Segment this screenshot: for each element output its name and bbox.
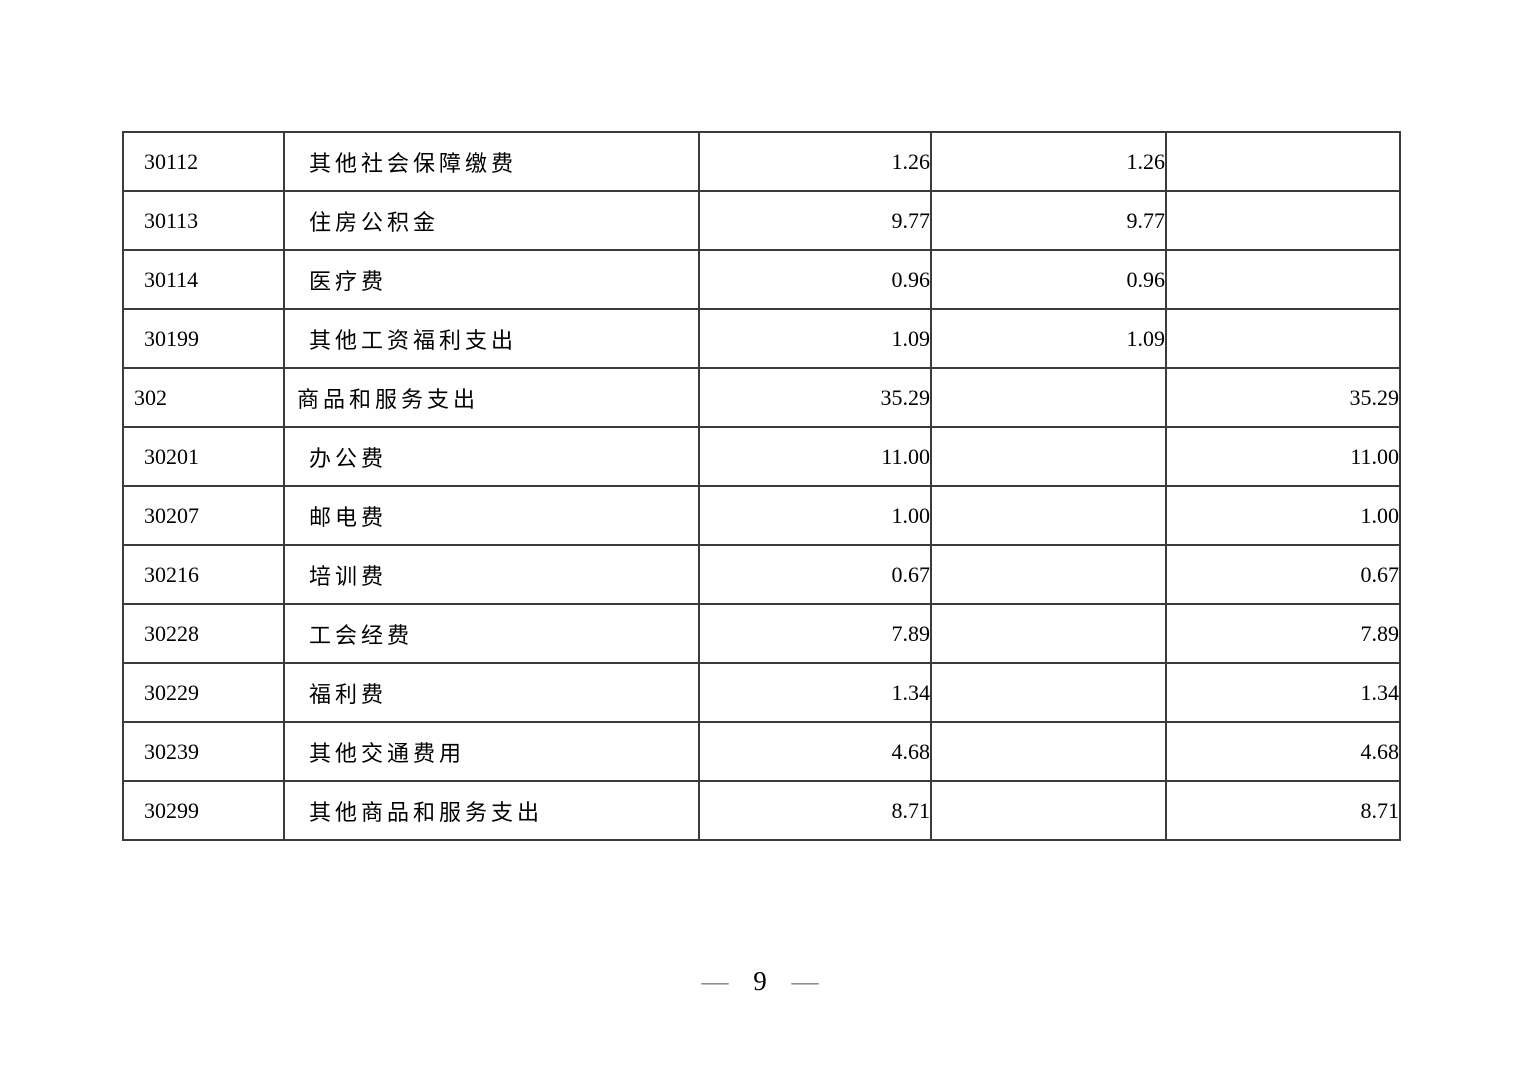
code-cell: 30201 [122, 426, 285, 487]
value-cell: 1.09 [930, 308, 1167, 369]
value-cell [1165, 249, 1401, 310]
value-cell [930, 426, 1167, 487]
value-cell [930, 603, 1167, 664]
footer-page-number: 9 [753, 966, 767, 996]
table-row: 30216 培训费 0.67 0.67 [122, 544, 1401, 605]
value-cell: 4.68 [698, 721, 932, 782]
footer-left-dash: — [701, 966, 729, 996]
code-cell: 30299 [122, 780, 285, 841]
value-cell [930, 544, 1167, 605]
table-row: 30207 邮电费 1.00 1.00 [122, 485, 1401, 546]
name-cell: 其他社会保障缴费 [283, 131, 700, 192]
value-cell [930, 367, 1167, 428]
value-cell: 0.67 [698, 544, 932, 605]
value-cell: 1.34 [698, 662, 932, 723]
value-cell: 1.09 [698, 308, 932, 369]
value-cell: 1.00 [1165, 485, 1401, 546]
code-cell: 30228 [122, 603, 285, 664]
code-cell: 30199 [122, 308, 285, 369]
value-cell: 7.89 [698, 603, 932, 664]
value-cell: 1.26 [930, 131, 1167, 192]
table-row: 30239 其他交通费用 4.68 4.68 [122, 721, 1401, 782]
name-cell: 其他交通费用 [283, 721, 700, 782]
code-cell: 30112 [122, 131, 285, 192]
name-cell: 住房公积金 [283, 190, 700, 251]
name-cell: 工会经费 [283, 603, 700, 664]
name-cell: 其他工资福利支出 [283, 308, 700, 369]
value-cell: 1.00 [698, 485, 932, 546]
name-cell: 其他商品和服务支出 [283, 780, 700, 841]
table-row: 30299 其他商品和服务支出 8.71 8.71 [122, 780, 1401, 841]
value-cell [930, 780, 1167, 841]
budget-table: 30112 其他社会保障缴费 1.26 1.26 30113 住房公积金 9.7… [122, 131, 1401, 841]
value-cell [930, 721, 1167, 782]
code-cell: 30114 [122, 249, 285, 310]
name-cell: 培训费 [283, 544, 700, 605]
name-cell: 医疗费 [283, 249, 700, 310]
table-row: 30229 福利费 1.34 1.34 [122, 662, 1401, 723]
name-cell: 邮电费 [283, 485, 700, 546]
table-row: 30228 工会经费 7.89 7.89 [122, 603, 1401, 664]
value-cell [1165, 308, 1401, 369]
table-row: 302 商品和服务支出 35.29 35.29 [122, 367, 1401, 428]
name-cell: 福利费 [283, 662, 700, 723]
code-cell: 302 [122, 367, 285, 428]
code-cell: 30113 [122, 190, 285, 251]
table-row: 30113 住房公积金 9.77 9.77 [122, 190, 1401, 251]
value-cell: 9.77 [930, 190, 1167, 251]
table-row: 30112 其他社会保障缴费 1.26 1.26 [122, 131, 1401, 192]
value-cell [1165, 190, 1401, 251]
table-row: 30114 医疗费 0.96 0.96 [122, 249, 1401, 310]
value-cell: 35.29 [1165, 367, 1401, 428]
value-cell [1165, 131, 1401, 192]
value-cell [930, 662, 1167, 723]
page-footer: — 9 — [0, 965, 1520, 997]
value-cell: 11.00 [698, 426, 932, 487]
value-cell: 0.96 [930, 249, 1167, 310]
value-cell: 35.29 [698, 367, 932, 428]
value-cell: 11.00 [1165, 426, 1401, 487]
value-cell: 9.77 [698, 190, 932, 251]
code-cell: 30216 [122, 544, 285, 605]
value-cell: 1.34 [1165, 662, 1401, 723]
code-cell: 30239 [122, 721, 285, 782]
table-body: 30112 其他社会保障缴费 1.26 1.26 30113 住房公积金 9.7… [122, 131, 1401, 841]
value-cell [930, 485, 1167, 546]
table-row: 30201 办公费 11.00 11.00 [122, 426, 1401, 487]
name-cell: 商品和服务支出 [283, 367, 700, 428]
value-cell: 0.67 [1165, 544, 1401, 605]
value-cell: 1.26 [698, 131, 932, 192]
value-cell: 7.89 [1165, 603, 1401, 664]
code-cell: 30229 [122, 662, 285, 723]
table-row: 30199 其他工资福利支出 1.09 1.09 [122, 308, 1401, 369]
code-cell: 30207 [122, 485, 285, 546]
value-cell: 0.96 [698, 249, 932, 310]
value-cell: 4.68 [1165, 721, 1401, 782]
value-cell: 8.71 [1165, 780, 1401, 841]
value-cell: 8.71 [698, 780, 932, 841]
footer-right-dash: — [791, 966, 819, 996]
name-cell: 办公费 [283, 426, 700, 487]
